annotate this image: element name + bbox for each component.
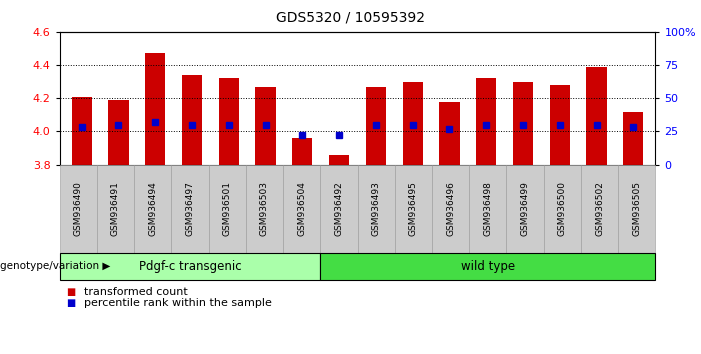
- Text: GSM936490: GSM936490: [74, 181, 83, 236]
- Text: Pdgf-c transgenic: Pdgf-c transgenic: [139, 260, 241, 273]
- Bar: [255, 87, 275, 165]
- Text: wild type: wild type: [461, 260, 515, 273]
- Text: GSM936504: GSM936504: [297, 181, 306, 236]
- Text: GSM936500: GSM936500: [558, 181, 567, 236]
- Text: GSM936505: GSM936505: [632, 181, 641, 236]
- Bar: [550, 85, 570, 165]
- Text: GSM936498: GSM936498: [484, 181, 492, 236]
- Bar: [513, 82, 533, 165]
- Text: GSM936491: GSM936491: [111, 181, 120, 236]
- Text: GSM936494: GSM936494: [148, 182, 157, 236]
- Text: GSM936502: GSM936502: [595, 181, 604, 236]
- Bar: [476, 78, 496, 165]
- Bar: [292, 138, 313, 165]
- Bar: [329, 155, 349, 165]
- Text: GSM936499: GSM936499: [521, 181, 529, 236]
- Bar: [366, 87, 386, 165]
- Bar: [145, 53, 165, 165]
- Text: GSM936495: GSM936495: [409, 181, 418, 236]
- Text: GSM936493: GSM936493: [372, 181, 381, 236]
- Text: GSM936496: GSM936496: [446, 181, 455, 236]
- Bar: [72, 97, 92, 165]
- Text: GSM936497: GSM936497: [186, 181, 194, 236]
- Bar: [440, 102, 460, 165]
- Bar: [402, 82, 423, 165]
- Text: transformed count: transformed count: [84, 287, 188, 297]
- Text: GDS5320 / 10595392: GDS5320 / 10595392: [276, 11, 425, 25]
- Text: ■: ■: [67, 298, 76, 308]
- Bar: [623, 112, 644, 165]
- Text: GSM936492: GSM936492: [334, 182, 343, 236]
- Bar: [219, 78, 239, 165]
- Bar: [587, 67, 606, 165]
- Text: genotype/variation ▶: genotype/variation ▶: [0, 261, 110, 272]
- Text: GSM936501: GSM936501: [223, 181, 231, 236]
- Bar: [182, 75, 202, 165]
- Text: GSM936503: GSM936503: [260, 181, 269, 236]
- Text: ■: ■: [67, 287, 76, 297]
- Bar: [109, 100, 128, 165]
- Text: percentile rank within the sample: percentile rank within the sample: [84, 298, 272, 308]
